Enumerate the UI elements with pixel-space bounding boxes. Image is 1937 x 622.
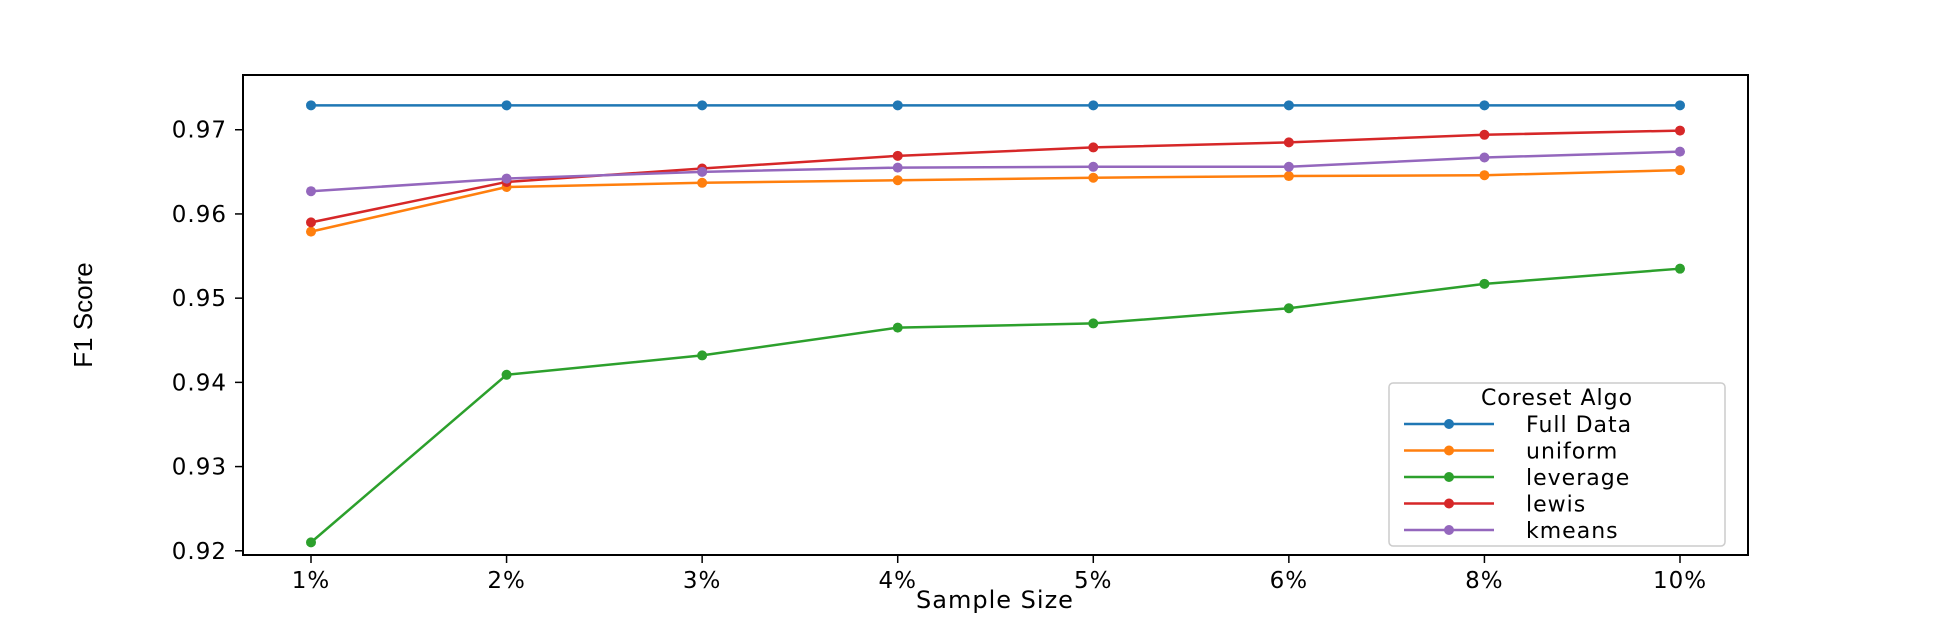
y-tick-label: 0.92 (172, 539, 227, 565)
data-point (1088, 100, 1099, 111)
data-point (1283, 171, 1294, 182)
y-axis-label: F1 Score (68, 262, 98, 368)
series-line (310, 150, 1681, 193)
data-point (892, 162, 903, 173)
legend-title: Coreset Algo (1481, 386, 1633, 411)
series-lewis (306, 125, 1685, 228)
series-line (310, 267, 1681, 544)
y-tick-label: 0.94 (172, 370, 227, 396)
x-axis-label: Sample Size (916, 586, 1074, 614)
data-point (1675, 263, 1685, 274)
data-point (892, 322, 903, 333)
data-point (1088, 161, 1099, 172)
legend-marker (1444, 498, 1454, 509)
data-point (1479, 278, 1490, 289)
data-point (1479, 152, 1490, 163)
x-tick-label: 10% (1653, 568, 1707, 594)
data-point (697, 166, 708, 177)
legend-marker (1444, 525, 1454, 535)
y-axis: 0.92 0.93 0.94 0.95 0.96 0.97 (172, 118, 243, 565)
data-point (1283, 161, 1294, 172)
x-tick-label: 2% (487, 568, 526, 594)
x-axis: 1% 2% 3% 4% 5% 6% 8% 10% (292, 555, 1707, 594)
x-tick-label: 4% (878, 568, 917, 594)
legend-label: uniform (1526, 440, 1618, 465)
data-point (697, 100, 708, 111)
series-leverage (306, 263, 1685, 548)
legend-marker (1444, 419, 1454, 429)
x-tick-label: 5% (1074, 568, 1113, 594)
x-tick-label: 1% (292, 568, 331, 594)
series-line (310, 129, 1681, 224)
legend-label: lewis (1526, 493, 1586, 518)
series-kmeans (306, 146, 1685, 197)
series-full-data (306, 100, 1685, 111)
data-point (1675, 125, 1685, 136)
legend: Coreset Algo Full Datauniformleveragelew… (1388, 382, 1726, 547)
y-tick-label: 0.95 (172, 286, 227, 312)
legend-marker (1444, 472, 1454, 482)
data-point (1479, 100, 1490, 111)
data-point (1675, 165, 1685, 176)
series-layer (306, 100, 1685, 548)
data-point (501, 100, 512, 111)
data-point (1283, 100, 1294, 111)
data-point (1088, 172, 1099, 183)
data-point (1283, 303, 1294, 314)
y-tick-label: 0.96 (172, 202, 227, 228)
data-point (1675, 146, 1685, 157)
data-point (892, 100, 903, 111)
series-uniform (306, 165, 1685, 237)
data-point (306, 537, 316, 548)
legend-label: leverage (1526, 466, 1630, 491)
data-point (892, 175, 903, 186)
data-point (306, 217, 316, 228)
data-point (306, 226, 316, 237)
data-point (501, 369, 512, 380)
legend-marker (1444, 445, 1454, 456)
data-point (1479, 170, 1490, 181)
data-point (1088, 142, 1099, 153)
data-point (1088, 318, 1099, 329)
y-tick-label: 0.93 (172, 455, 227, 481)
data-point (892, 150, 903, 161)
x-tick-label: 8% (1465, 568, 1504, 594)
x-tick-label: 6% (1270, 568, 1309, 594)
plot-frame (242, 74, 1749, 556)
data-point (1479, 129, 1490, 140)
legend-label: kmeans (1526, 519, 1619, 544)
series-line (310, 168, 1681, 233)
y-tick-label: 0.97 (172, 118, 227, 144)
data-point (306, 100, 316, 111)
data-point (306, 186, 316, 197)
data-point (697, 177, 708, 188)
data-point (501, 173, 512, 184)
data-point (1283, 137, 1294, 148)
legend-label: Full Data (1526, 413, 1632, 438)
data-point (697, 350, 708, 361)
data-point (1675, 100, 1685, 111)
x-tick-label: 3% (683, 568, 722, 594)
